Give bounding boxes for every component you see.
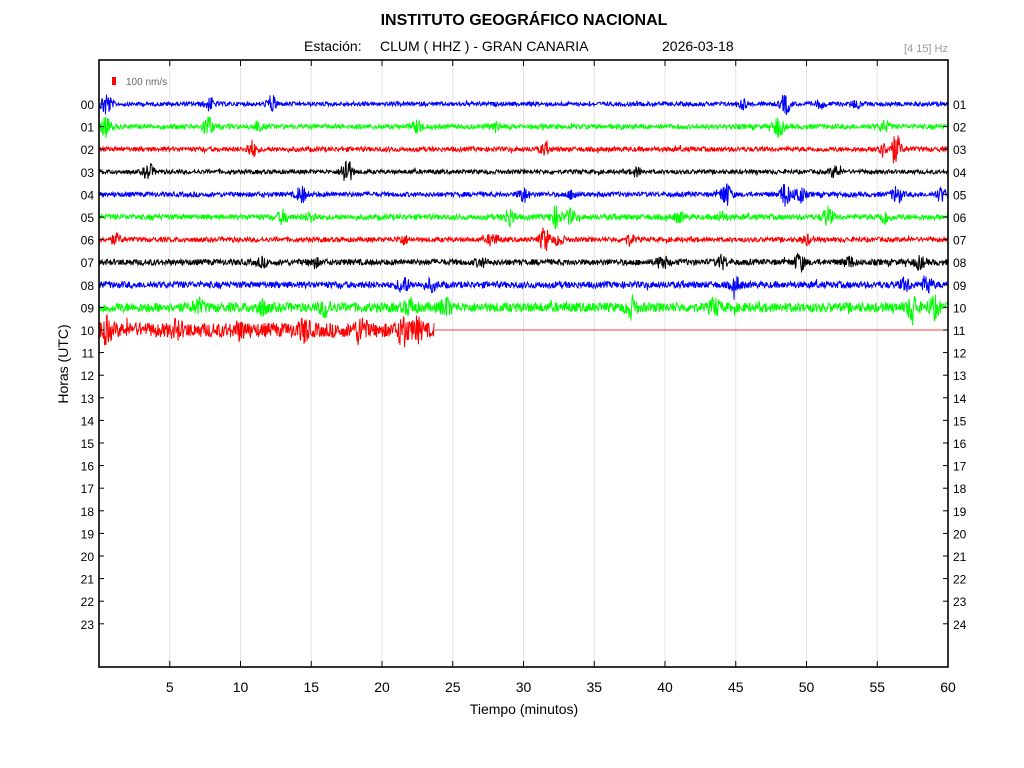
- station-label: Estación:: [304, 38, 362, 54]
- trace-hour-09: [98, 294, 949, 326]
- right-hour-label: 17: [953, 460, 967, 474]
- right-hour-label: 23: [953, 595, 967, 609]
- y-axis-label: Horas (UTC): [55, 324, 71, 403]
- right-hour-label: 04: [953, 166, 967, 180]
- left-hour-label: 18: [81, 505, 95, 519]
- trace-hour-03: [98, 160, 949, 181]
- trace-hour-07: [98, 252, 949, 274]
- right-hour-label: 14: [953, 392, 967, 406]
- left-hour-label: 00: [81, 98, 95, 112]
- right-hour-label: 09: [953, 279, 967, 293]
- left-hour-label: 01: [81, 121, 95, 135]
- right-hour-label: 12: [953, 347, 967, 361]
- left-hour-label: 13: [81, 392, 95, 406]
- left-hour-label: 16: [81, 460, 95, 474]
- seismic-traces: [98, 94, 949, 348]
- left-hour-label: 14: [81, 414, 95, 428]
- left-hour-label: 17: [81, 482, 95, 496]
- x-tick-label: 35: [586, 679, 602, 695]
- right-hour-label: 18: [953, 482, 967, 496]
- left-hour-label: 20: [81, 550, 95, 564]
- scale-label: 100 nm/s: [126, 77, 167, 88]
- left-hour-label: 03: [81, 166, 95, 180]
- x-tick-label: 5: [166, 679, 174, 695]
- right-hour-label: 01: [953, 98, 967, 112]
- x-tick-label: 15: [303, 679, 319, 695]
- right-hour-label: 13: [953, 369, 967, 383]
- right-hour-label: 20: [953, 527, 967, 541]
- right-hour-label: 10: [953, 301, 967, 315]
- left-hour-label: 11: [82, 347, 95, 361]
- left-hour-labels: 00 01 02 03 04 05 06 07 08 09 10 11 12 13 14 15 16 17 18 19…: [81, 98, 104, 632]
- trace-hour-00: [98, 94, 949, 115]
- right-hour-label: 15: [953, 414, 967, 428]
- x-tick-label: 30: [516, 679, 532, 695]
- left-hour-label: 08: [81, 279, 95, 293]
- scale-bar-icon: [112, 77, 116, 85]
- left-hour-label: 23: [81, 618, 95, 632]
- x-axis-ticks: 5 10 15 20 25 30 35 40 45 50 55 60: [166, 60, 956, 695]
- left-hour-label: 12: [81, 369, 95, 383]
- right-hour-label: 24: [953, 618, 967, 632]
- left-hour-label: 21: [81, 573, 95, 587]
- left-hour-label: 19: [81, 527, 95, 541]
- trace-hour-04: [98, 183, 949, 207]
- left-hour-label: 22: [81, 595, 95, 609]
- left-hour-label: 07: [81, 256, 95, 270]
- plot-frame: [98, 59, 949, 668]
- x-tick-label: 25: [445, 679, 461, 695]
- trace-hour-06: [98, 227, 949, 251]
- left-hour-label: 05: [81, 211, 95, 225]
- trace-hour-01: [98, 116, 949, 138]
- right-hour-label: 19: [953, 505, 967, 519]
- x-tick-label: 40: [657, 679, 673, 695]
- station-value: CLUM ( HHZ ) - GRAN CANARIA: [380, 38, 589, 54]
- left-hour-label: 02: [81, 143, 95, 157]
- x-axis-label: Tiempo (minutos): [470, 701, 578, 717]
- right-hour-labels: 01 02 03 04 05 06 07 08 09 10 11 12 13 14 15 16 17 18 19 20…: [943, 98, 967, 632]
- right-hour-label: 05: [953, 188, 967, 202]
- left-hour-label: 10: [81, 324, 95, 338]
- x-tick-label: 50: [799, 679, 815, 695]
- left-hour-label: 15: [81, 437, 95, 451]
- chart-title: INSTITUTO GEOGRÁFICO NACIONAL: [381, 10, 668, 29]
- chart-date: 2026-03-18: [662, 38, 734, 54]
- x-tick-label: 55: [869, 679, 885, 695]
- x-tick-label: 10: [233, 679, 249, 695]
- right-hour-label: 08: [953, 256, 967, 270]
- right-hour-label: 06: [953, 211, 967, 225]
- filter-band: [4 15] Hz: [904, 43, 948, 55]
- left-hour-label: 06: [81, 234, 95, 248]
- trace-hour-02: [98, 135, 949, 164]
- right-hour-label: 11: [953, 324, 966, 338]
- trace-hour-05: [98, 205, 949, 230]
- right-hour-label: 21: [953, 550, 967, 564]
- x-tick-label: 60: [940, 679, 956, 695]
- right-hour-label: 22: [953, 573, 967, 587]
- x-tick-label: 45: [728, 679, 744, 695]
- trace-hour-10: [98, 313, 435, 348]
- left-hour-label: 04: [81, 188, 95, 202]
- right-hour-label: 07: [953, 234, 967, 248]
- left-hour-label: 09: [81, 301, 95, 315]
- trace-hour-08: [98, 275, 949, 300]
- right-hour-label: 16: [953, 437, 967, 451]
- right-hour-label: 03: [953, 143, 967, 157]
- vertical-grid: [169, 60, 878, 667]
- x-tick-label: 20: [374, 679, 390, 695]
- right-hour-label: 02: [953, 121, 967, 135]
